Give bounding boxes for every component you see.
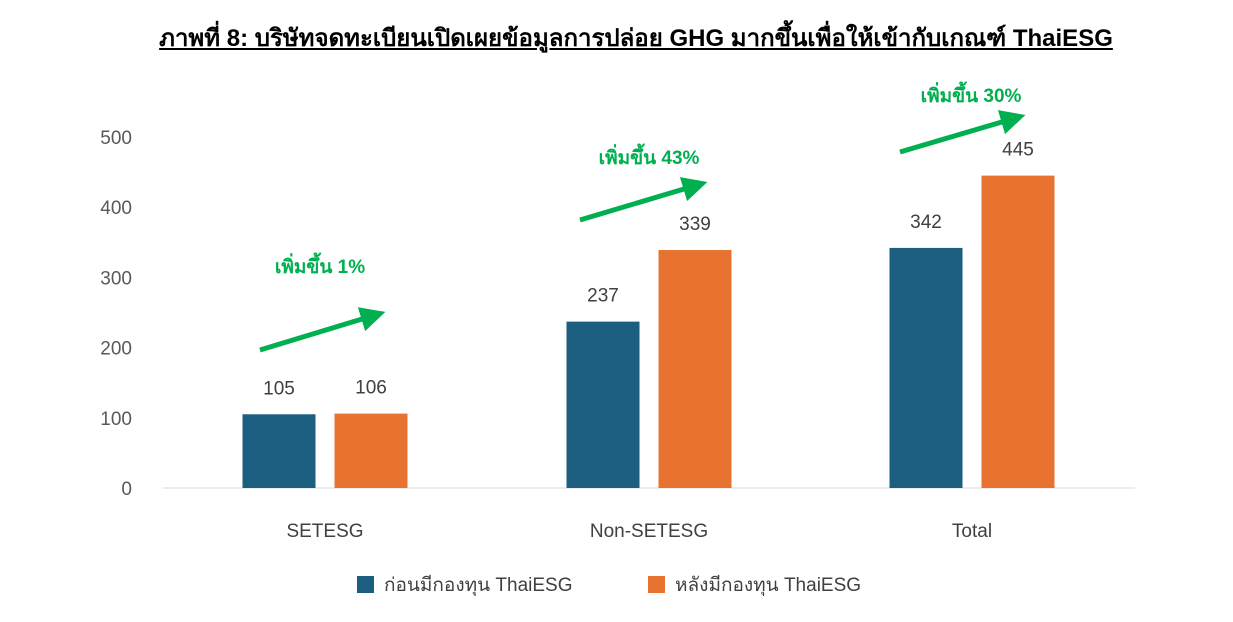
data-label: 342 xyxy=(910,212,942,233)
data-label: 106 xyxy=(355,378,387,399)
bar-after-setesg xyxy=(334,413,408,488)
bar-after-total xyxy=(981,175,1055,489)
increase-arrow-icon xyxy=(259,307,386,353)
bar-before-non-setesg xyxy=(566,321,640,488)
chart-title: ภาพที่ 8: บริษัทจดทะเบียนเปิดเผยข้อมูลกา… xyxy=(159,25,1113,52)
bar-after-non-setesg xyxy=(658,250,732,488)
legend-label: ก่อนมีกองทุน ThaiESG xyxy=(384,574,573,597)
legend-label: หลังมีกองทุน ThaiESG xyxy=(675,574,861,597)
bar-before-total xyxy=(889,247,963,488)
x-tick-label: SETESG xyxy=(286,521,363,542)
y-tick-label: 100 xyxy=(100,409,132,430)
data-label: 339 xyxy=(679,214,711,235)
data-label: 105 xyxy=(263,378,295,399)
y-tick-label: 200 xyxy=(100,339,132,360)
x-tick-label: Total xyxy=(952,521,992,542)
y-tick-label: 400 xyxy=(100,198,132,219)
increase-annotation: เพิ่มขึ้น 30% xyxy=(921,81,1022,107)
legend-swatch xyxy=(357,576,374,593)
increase-arrow-icon xyxy=(899,110,1026,155)
legend-swatch xyxy=(648,576,665,593)
data-label: 237 xyxy=(587,286,619,307)
increase-annotation: เพิ่มขึ้น 1% xyxy=(275,252,365,278)
y-tick-label: 500 xyxy=(100,128,132,149)
y-tick-label: 300 xyxy=(100,268,132,289)
data-label: 445 xyxy=(1002,140,1034,161)
increase-arrow-icon xyxy=(579,177,708,223)
x-tick-label: Non-SETESG xyxy=(590,521,708,542)
bar-before-setesg xyxy=(242,414,316,488)
y-tick-label: 0 xyxy=(121,479,132,500)
increase-annotation: เพิ่มขึ้น 43% xyxy=(599,143,700,169)
